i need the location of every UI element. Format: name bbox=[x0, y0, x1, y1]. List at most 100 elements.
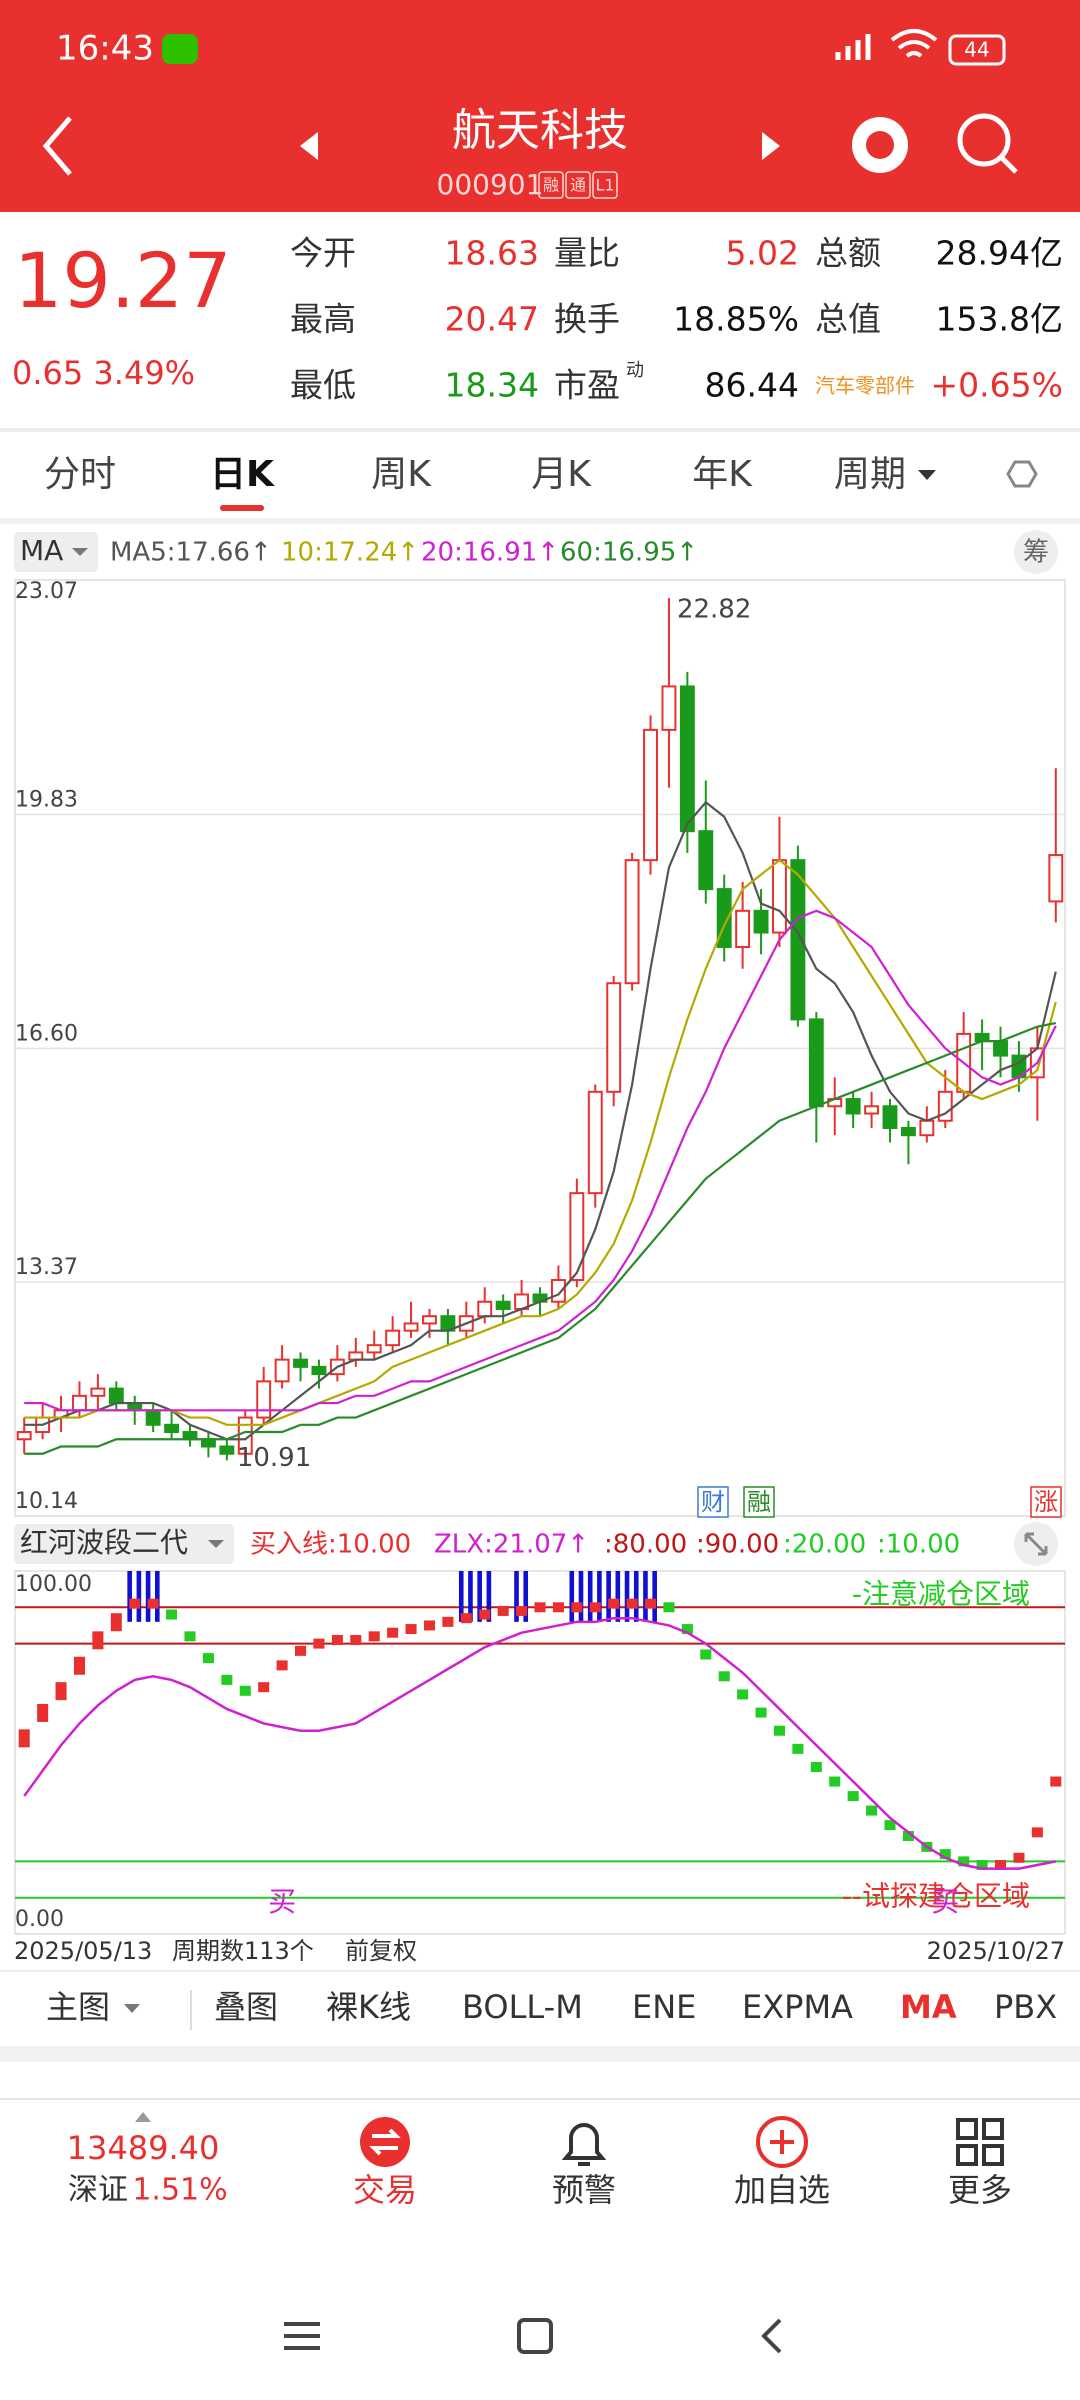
wave-mark bbox=[866, 1805, 878, 1816]
field-value: 86.44 bbox=[705, 366, 799, 405]
wave-mark bbox=[147, 1598, 159, 1609]
wave-mark bbox=[1050, 1776, 1062, 1787]
wave-mark bbox=[847, 1791, 859, 1802]
wave-mark bbox=[534, 1602, 546, 1613]
chip-button[interactable]: 筹 bbox=[1023, 538, 1049, 568]
wave-mark bbox=[589, 1602, 601, 1613]
sys-menu[interactable] bbox=[284, 2322, 320, 2350]
candle-body bbox=[256, 1380, 272, 1419]
tab[interactable]: 日K bbox=[210, 454, 275, 495]
field-label: 量比 bbox=[554, 234, 620, 273]
candle-body bbox=[643, 728, 658, 862]
status-time: 16:43 bbox=[56, 29, 154, 69]
sys-back[interactable] bbox=[761, 2318, 782, 2354]
wave-mark bbox=[405, 1624, 417, 1635]
tab[interactable]: 分时 bbox=[44, 454, 116, 495]
wave-mark bbox=[976, 1860, 988, 1871]
signal-bar bbox=[136, 1571, 142, 1622]
wave-mark bbox=[681, 1624, 693, 1635]
candle-body bbox=[72, 1394, 87, 1412]
field-label: 汽车零部件 bbox=[815, 374, 915, 398]
toolbar-item[interactable]: ENE bbox=[632, 1988, 696, 2026]
field-value: 20.47 bbox=[445, 300, 539, 339]
toolbar-item[interactable]: 主图 bbox=[46, 1988, 110, 2026]
field-label: 总额 bbox=[815, 234, 881, 273]
prev-stock[interactable] bbox=[300, 132, 318, 160]
toolbar-item[interactable]: MA bbox=[900, 1988, 957, 2026]
next-stock[interactable] bbox=[762, 132, 780, 160]
field-label: 最高 bbox=[290, 300, 356, 339]
ma-line bbox=[24, 800, 1057, 1441]
stock-name: 航天科技 bbox=[452, 105, 628, 156]
legend-entry: MA5:17.66↑ bbox=[110, 538, 272, 568]
tab[interactable]: 周K bbox=[371, 454, 432, 495]
toolbar-item[interactable]: 叠图 bbox=[214, 1988, 278, 2026]
candle-body bbox=[919, 1119, 935, 1137]
marker: 融 bbox=[747, 1488, 771, 1516]
selector-bg[interactable] bbox=[14, 532, 98, 572]
wave-mark bbox=[645, 1598, 657, 1609]
level-label: :80.00 bbox=[604, 1530, 687, 1560]
expand-index[interactable] bbox=[135, 2112, 151, 2122]
nav-label[interactable]: 更多 bbox=[948, 2171, 1012, 2209]
candle-body bbox=[90, 1387, 106, 1397]
candle-body bbox=[735, 909, 751, 949]
chip-bg[interactable] bbox=[1014, 530, 1058, 574]
signal-bar bbox=[652, 1571, 657, 1622]
wave-mark bbox=[995, 1860, 1007, 1871]
signal-bar bbox=[569, 1571, 575, 1622]
ma-selector[interactable]: MA bbox=[20, 534, 63, 567]
marker-box bbox=[743, 1486, 775, 1518]
candle-body bbox=[1048, 854, 1064, 903]
period-count: 周期数113个 bbox=[172, 1937, 314, 1965]
back[interactable] bbox=[42, 116, 72, 176]
candle-body bbox=[293, 1358, 308, 1368]
toolbar-item[interactable]: 裸K线 bbox=[326, 1988, 411, 2026]
settings-icon[interactable] bbox=[1006, 460, 1038, 488]
wave-mark bbox=[295, 1645, 307, 1656]
sys-home[interactable] bbox=[517, 2318, 553, 2354]
wave-mark bbox=[221, 1674, 233, 1685]
high-label: 22.82 bbox=[677, 595, 751, 625]
more-icon[interactable] bbox=[956, 2118, 1004, 2166]
toolbar-item[interactable]: PBX bbox=[994, 1988, 1057, 2026]
field-label: 今开 bbox=[290, 234, 356, 273]
change: 0.65 3.49% bbox=[12, 354, 195, 392]
alert-icon[interactable] bbox=[561, 2123, 607, 2166]
trade-icon[interactable] bbox=[360, 2117, 410, 2167]
nav-label[interactable]: 加自选 bbox=[734, 2171, 830, 2209]
signal-bar bbox=[468, 1571, 473, 1622]
signal-bar bbox=[477, 1571, 482, 1622]
signal-bar bbox=[523, 1571, 529, 1622]
search-handle bbox=[999, 155, 1018, 174]
indicator-bg[interactable] bbox=[14, 1524, 234, 1564]
nav-label[interactable]: 预警 bbox=[552, 2171, 616, 2209]
wave-mark bbox=[626, 1598, 638, 1609]
tab[interactable]: 月K bbox=[531, 454, 592, 495]
wave-mark bbox=[258, 1682, 270, 1693]
y-tick-label: 19.83 bbox=[15, 788, 78, 813]
signal-bar bbox=[624, 1571, 630, 1622]
mascot-eye bbox=[866, 131, 894, 159]
wave-mark bbox=[829, 1776, 841, 1787]
tab[interactable]: 周期 bbox=[834, 454, 906, 495]
wave-mark bbox=[700, 1649, 712, 1660]
nav-label[interactable]: 交易 bbox=[353, 2171, 417, 2209]
buy-label: 买 bbox=[268, 1885, 296, 1918]
wave-mark bbox=[737, 1689, 749, 1700]
search[interactable] bbox=[957, 113, 1011, 167]
wave-mark bbox=[884, 1820, 896, 1831]
y-tick-label: 16.60 bbox=[15, 1021, 78, 1046]
ma-line bbox=[24, 858, 1057, 1426]
toolbar-item[interactable]: EXPMA bbox=[742, 1988, 853, 2026]
y-tick-label: 23.07 bbox=[15, 579, 78, 604]
tab[interactable]: 年K bbox=[692, 454, 753, 495]
field-label: 总值 bbox=[815, 300, 881, 339]
legend-entry: 买入线:10.00 bbox=[250, 1530, 411, 1560]
candle-body bbox=[624, 859, 640, 985]
toolbar-item[interactable]: BOLL-M bbox=[462, 1988, 583, 2026]
add-icon[interactable] bbox=[756, 2116, 808, 2168]
candle-body bbox=[403, 1322, 419, 1332]
wave-mark bbox=[276, 1660, 288, 1671]
indicator-name[interactable]: 红河波段二代 bbox=[20, 1526, 188, 1559]
